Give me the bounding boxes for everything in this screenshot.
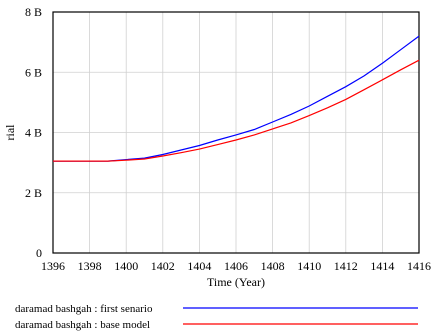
y-tick-label: 0 [36, 246, 42, 260]
x-tick-label: 1412 [334, 259, 358, 273]
series-line-first-senario [53, 35, 420, 162]
x-tick-label: 1402 [151, 259, 175, 273]
y-tick-label: 4 B [25, 126, 42, 140]
x-tick-label: 1414 [370, 259, 394, 273]
plot-area [52, 11, 420, 254]
x-tick-label: 1406 [224, 259, 248, 273]
series-line-base-model [53, 59, 420, 162]
legend-label: daramad bashgah : first senario [15, 303, 153, 315]
series-lines [53, 35, 420, 162]
grid [52, 11, 420, 254]
x-tick-label: 1416 [407, 259, 431, 273]
legend: daramad bashgah : first senario daramad b… [15, 303, 418, 331]
y-axis-ticks: 0 2 B 4 B 6 B 8 B [25, 5, 42, 260]
x-tick-label: 1410 [297, 259, 321, 273]
x-tick-label: 1398 [78, 259, 102, 273]
y-tick-label: 6 B [25, 65, 42, 79]
x-tick-label: 1396 [41, 259, 65, 273]
legend-label: daramad bashgah : base model [15, 319, 150, 331]
x-axis-ticks: 1396 1398 1400 1402 1404 1406 1408 1410 1412 1414… [41, 259, 431, 273]
y-tick-label: 8 B [25, 5, 42, 19]
y-tick-label: 2 B [25, 186, 42, 200]
y-axis-label: rial [3, 124, 17, 141]
x-tick-label: 1400 [114, 259, 138, 273]
x-tick-label: 1404 [187, 259, 211, 273]
x-tick-label: 1408 [261, 259, 285, 273]
x-axis-label: Time (Year) [207, 275, 265, 289]
